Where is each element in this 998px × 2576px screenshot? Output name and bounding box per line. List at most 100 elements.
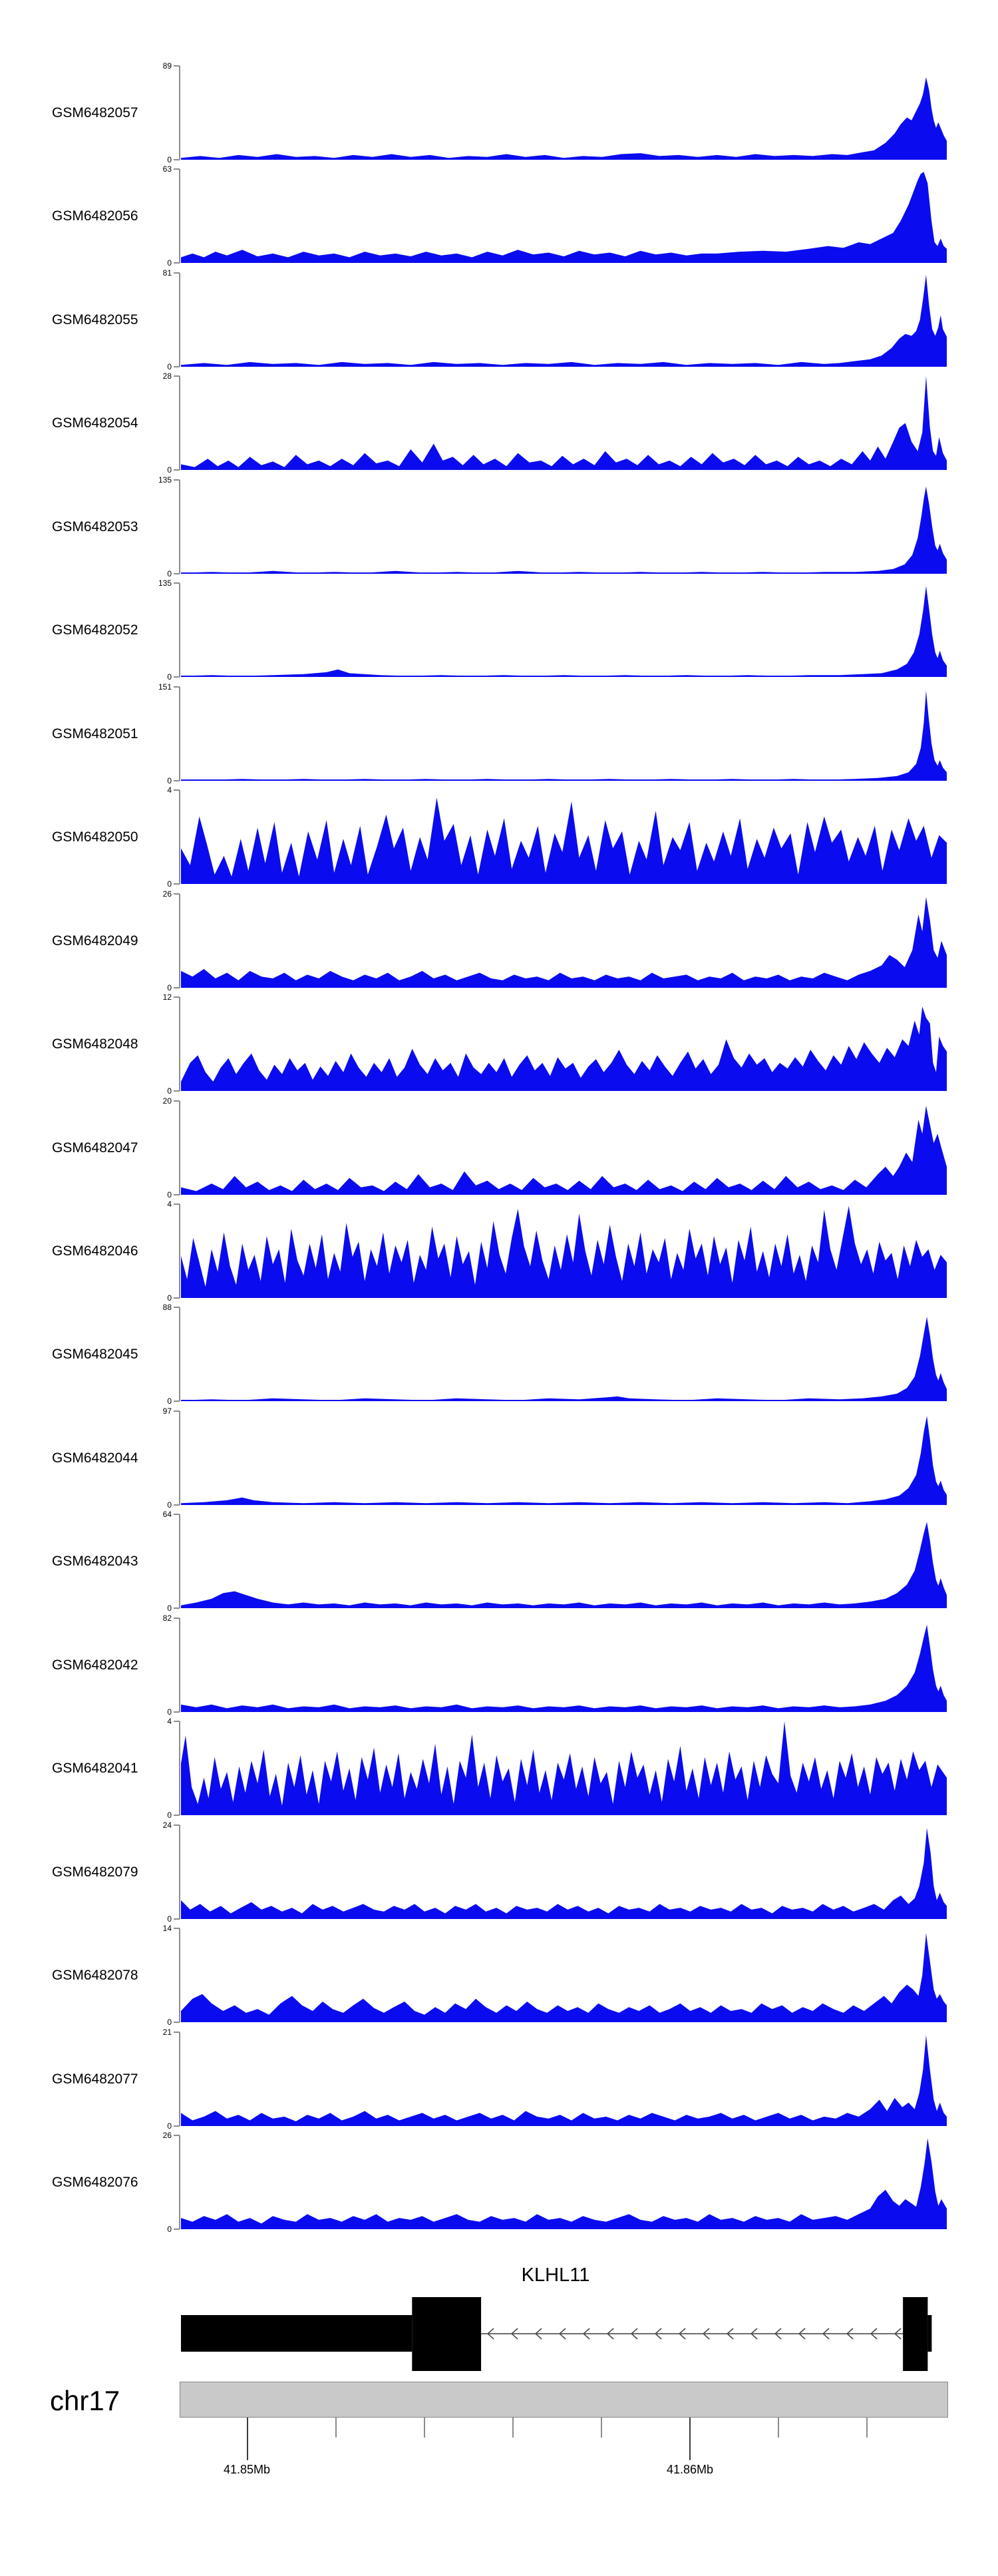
sample-label: GSM6482049	[52, 933, 138, 949]
y-axis-max-label: 4	[167, 785, 172, 795]
y-axis-zero-tick	[174, 573, 180, 574]
y-axis-zero-tick	[174, 780, 180, 781]
y-axis-line	[179, 687, 180, 781]
y-axis-zero-tick	[174, 1608, 180, 1609]
coverage-signal-area	[181, 1522, 947, 1608]
y-axis-top-tick	[174, 582, 180, 584]
gene-model-track	[181, 2297, 932, 2371]
coverage-polygon	[181, 1522, 947, 1608]
y-axis-top-tick	[174, 686, 180, 688]
coverage-polygon	[181, 2138, 947, 2229]
y-axis-line	[179, 2135, 180, 2229]
sample-label: GSM6482077	[52, 2071, 138, 2087]
y-axis-max-label: 151	[158, 682, 172, 692]
y-axis-zero-label: 0	[167, 1086, 172, 1096]
coverage-baseline	[181, 469, 947, 470]
sample-label: GSM6482076	[52, 2174, 138, 2190]
y-axis-zero-tick	[174, 1400, 180, 1402]
y-axis-max-label: 4	[167, 1717, 172, 1726]
strand-arrow-icon	[654, 2328, 662, 2340]
y-axis-top-tick	[174, 375, 180, 377]
y-axis-zero-label: 0	[167, 362, 172, 371]
coverage-signal-area	[181, 172, 947, 263]
sample-label: GSM6482057	[52, 105, 138, 120]
axis-minor-tick	[512, 2418, 514, 2438]
y-axis-max-label: 26	[162, 889, 172, 899]
sample-label: GSM6482052	[52, 622, 138, 638]
y-axis-zero-tick	[174, 1711, 180, 1713]
coverage-signal-area	[181, 1828, 947, 1919]
coverage-signal-area	[181, 2035, 947, 2126]
coverage-baseline	[181, 1918, 947, 1919]
y-axis-zero-tick	[174, 469, 180, 471]
coverage-polygon	[181, 1933, 947, 2022]
sample-label: GSM6482056	[52, 208, 138, 224]
coverage-polygon	[181, 1624, 947, 1712]
coverage-polygon	[181, 376, 947, 470]
coverage-polygon	[181, 1006, 947, 1091]
coverage-polygon	[181, 586, 947, 677]
y-axis-line	[179, 1514, 180, 1608]
coverage-signal-area	[181, 797, 947, 884]
coverage-polygon	[181, 897, 947, 988]
y-axis-top-tick	[174, 789, 180, 791]
coverage-baseline	[181, 779, 947, 781]
y-axis-max-label: 20	[162, 1096, 172, 1106]
y-axis-line	[179, 66, 180, 160]
y-axis-zero-label: 0	[167, 258, 172, 268]
y-axis-line	[179, 1101, 180, 1195]
coverage-baseline	[181, 2228, 947, 2229]
axis-minor-tick	[423, 2418, 425, 2438]
coverage-baseline	[181, 158, 947, 160]
y-axis-zero-tick	[174, 1194, 180, 1195]
coverage-signal-area	[181, 376, 947, 470]
y-axis-zero-tick	[174, 1504, 180, 1506]
y-axis-max-label: 21	[162, 2028, 172, 2037]
coverage-baseline	[181, 1090, 947, 1091]
coverage-polygon	[181, 690, 947, 781]
coverage-baseline	[181, 2021, 947, 2022]
strand-arrow-icon	[894, 2328, 902, 2340]
y-axis-max-label: 63	[162, 164, 172, 174]
y-axis-zero-label: 0	[167, 1396, 172, 1406]
strand-arrow-icon	[510, 2328, 518, 2340]
y-axis-max-label: 24	[162, 1821, 172, 1830]
gene-name-label: KLHL11	[521, 2264, 590, 2286]
coverage-baseline	[181, 1504, 947, 1505]
strand-arrow-icon	[870, 2328, 878, 2340]
sample-label: GSM6482048	[52, 1036, 138, 1052]
y-axis-top-tick	[174, 1617, 180, 1619]
y-axis-max-label: 26	[162, 2131, 172, 2140]
y-axis-top-tick	[174, 893, 180, 895]
coverage-signal-area	[181, 1721, 947, 1815]
coverage-baseline	[181, 1400, 947, 1401]
y-axis-top-tick	[174, 1514, 180, 1515]
y-axis-zero-label: 0	[167, 1811, 172, 1820]
y-axis-zero-label: 0	[167, 776, 172, 785]
y-axis-line	[179, 1618, 180, 1712]
coverage-baseline	[181, 1711, 947, 1712]
y-axis-line	[179, 583, 180, 677]
y-axis-top-tick	[174, 2032, 180, 2033]
axis-minor-tick	[866, 2418, 868, 2438]
ideogram-bar	[180, 2382, 948, 2418]
coverage-baseline	[181, 1193, 947, 1195]
coverage-baseline	[181, 365, 947, 367]
sample-label: GSM6482078	[52, 1967, 138, 1983]
y-axis-zero-label: 0	[167, 1604, 172, 1613]
strand-arrow-icon	[582, 2328, 590, 2340]
y-axis-zero-label: 0	[167, 879, 172, 889]
sample-label: GSM6482043	[52, 1553, 138, 1569]
y-axis-zero-label: 0	[167, 569, 172, 578]
axis-minor-tick	[778, 2418, 780, 2438]
y-axis-top-tick	[174, 1203, 180, 1205]
y-axis-max-label: 135	[158, 475, 172, 485]
coverage-signal-area	[181, 486, 947, 574]
coverage-signal-area	[181, 1416, 947, 1505]
coverage-polygon	[181, 1205, 947, 1298]
y-axis-zero-label: 0	[167, 2121, 172, 2131]
coverage-baseline	[181, 1297, 947, 1298]
y-axis-line	[179, 1411, 180, 1505]
coverage-baseline	[181, 986, 947, 988]
